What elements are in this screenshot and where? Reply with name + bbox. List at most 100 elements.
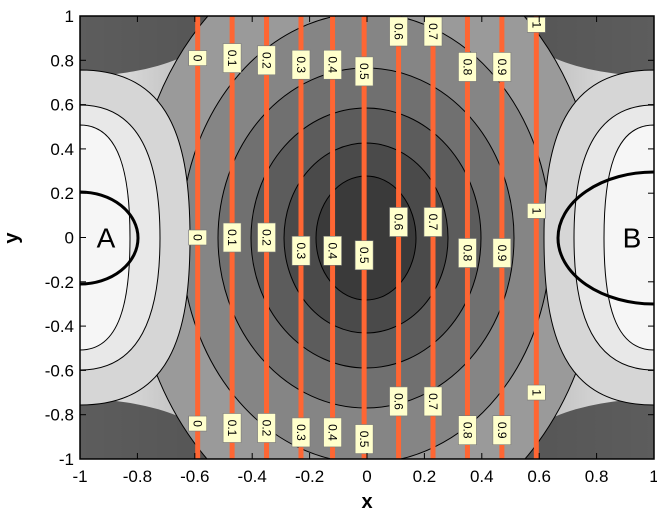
x-tick-label: 0 xyxy=(362,467,371,486)
isoline-label-box xyxy=(291,417,311,448)
region-a-boundary xyxy=(80,190,140,286)
isoline-label-text: 0.9 xyxy=(495,422,509,439)
isoline-label-box xyxy=(458,415,477,446)
right-light-region-3 xyxy=(603,124,654,351)
x-tick-label: -0.6 xyxy=(180,467,209,486)
isoline-label-text: 1 xyxy=(529,208,543,215)
isoline-label-text: 0.1 xyxy=(225,50,239,67)
isoline-label-text: 0.3 xyxy=(294,424,308,441)
isoline-label-box xyxy=(222,43,242,73)
isoline-label-0.7: 0.7 xyxy=(423,386,443,417)
isoline-label-text: 0.4 xyxy=(326,424,340,441)
y-axis-ticks: -1 -0.8 -0.6 -0.4 -0.2 0 0.2 0.4 0.6 0.8 1 xyxy=(45,7,654,469)
isoline-label-text: 0.2 xyxy=(260,420,274,437)
isoline-label-0.1: 0.1 xyxy=(222,413,242,443)
isoline-label-0.3: 0.3 xyxy=(291,49,311,80)
isoline-label-0.4: 0.4 xyxy=(323,235,342,266)
isoline-label-text: 0.7 xyxy=(426,214,440,231)
x-tick-label: -0.2 xyxy=(295,467,324,486)
x-tick-label: 0.8 xyxy=(585,467,609,486)
isoline-label-0.1: 0.1 xyxy=(222,222,242,253)
isoline-label-text: 0.1 xyxy=(225,420,239,437)
isoline-label-0.3: 0.3 xyxy=(291,235,311,266)
isoline-label-text: 0.6 xyxy=(392,214,406,231)
y-tick-label: -1 xyxy=(59,450,74,469)
region-a-label: A xyxy=(97,223,116,254)
isoline-label-box xyxy=(354,56,374,87)
isoline-label-text: 0.9 xyxy=(495,245,509,262)
isoline-label-box xyxy=(458,238,477,268)
y-tick-label: -0.4 xyxy=(45,317,74,336)
isoline-label-text: 0.9 xyxy=(495,59,509,76)
x-tick-label: 0.4 xyxy=(470,467,494,486)
isoline-label-box xyxy=(492,52,512,82)
isoline-label-text: 0.3 xyxy=(294,56,308,73)
isoline-label-box xyxy=(423,16,443,47)
isoline-label-0.9: 0.9 xyxy=(492,238,512,268)
x-axis-label: x xyxy=(361,491,372,513)
y-tick-label: -0.8 xyxy=(45,406,74,425)
isoline-label-text: 0.8 xyxy=(460,59,474,76)
x-axis-ticks: -1 -0.8 -0.6 -0.4 -0.2 0 0.2 0.4 0.6 0.8 1 xyxy=(72,16,657,486)
isoline-label-box xyxy=(188,415,207,432)
isoline-label-text: 1 xyxy=(529,22,543,29)
isoline-label-0.7: 0.7 xyxy=(423,207,443,237)
x-tick-label: 0.6 xyxy=(527,467,551,486)
isoline-label-text: 0.7 xyxy=(426,393,440,410)
isoline-label-box xyxy=(527,17,546,33)
x-tick-label: -1 xyxy=(72,467,87,486)
y-tick-label: 0.2 xyxy=(50,184,74,203)
isoline-label-text: 0.6 xyxy=(392,23,406,40)
isoline-label-0.8: 0.8 xyxy=(458,52,477,82)
isoline-label-box xyxy=(423,386,443,417)
isoline-label-box xyxy=(458,52,477,82)
isoline-label-box xyxy=(423,207,443,237)
isoline-label-box xyxy=(188,50,207,66)
isoline-label-0.4: 0.4 xyxy=(323,417,342,448)
isoline-label-box xyxy=(527,384,546,401)
isoline-label-0.6: 0.6 xyxy=(389,386,408,417)
isoline-label-text: 0.4 xyxy=(326,242,340,259)
x-tick-label: 1 xyxy=(649,467,657,486)
isoline-label-0.6: 0.6 xyxy=(389,207,408,237)
x-tick-label: 0.2 xyxy=(413,467,437,486)
isoline-label-0.6: 0.6 xyxy=(389,16,408,47)
isoline-label-text: 1 xyxy=(529,389,543,396)
isoline-label-0: 0 xyxy=(188,415,207,432)
y-tick-label: -0.2 xyxy=(45,273,74,292)
y-tick-label: 1 xyxy=(65,7,74,26)
isoline-label-text: 0.8 xyxy=(460,245,474,262)
isoline-label-text: 0.1 xyxy=(225,229,239,246)
isoline-labels: 0 0 0 0.1 0.1 0.1 0.2 0.2 0.2 0.3 0.3 0.3 0.4 0.4 0.4 0… xyxy=(188,16,546,454)
isoline-label-text: 0 xyxy=(191,234,205,241)
isoline-label-0.9: 0.9 xyxy=(492,52,512,82)
y-tick-label: 0.6 xyxy=(50,96,74,115)
isoline-label-box xyxy=(257,222,276,253)
corner-shade-bottom-right xyxy=(514,399,654,459)
corner-shade-top-left xyxy=(80,16,220,76)
y-tick-label: 0.4 xyxy=(50,140,74,159)
isoline-label-box xyxy=(291,49,311,80)
isoline-label-0: 0 xyxy=(188,229,207,246)
isoline-label-0.5: 0.5 xyxy=(354,56,374,87)
isoline-label-box xyxy=(188,229,207,246)
isoline-label-box xyxy=(323,49,342,80)
left-light-region-3 xyxy=(80,124,131,351)
isoline-label-0.5: 0.5 xyxy=(354,424,374,454)
isoline-label-0.9: 0.9 xyxy=(492,415,512,446)
x-tick-label: -0.4 xyxy=(238,467,267,486)
isoline-label-0.2: 0.2 xyxy=(257,222,276,253)
isoline-label-0.1: 0.1 xyxy=(222,43,242,73)
isoline-label-box xyxy=(492,415,512,446)
isoline-label-box xyxy=(257,45,276,76)
isoline-label-box xyxy=(291,235,311,266)
isoline-label-1: 1 xyxy=(527,17,546,33)
y-tick-label: 0 xyxy=(65,229,74,248)
isoline-label-box xyxy=(389,386,408,417)
isoline-label-box xyxy=(389,16,408,47)
isoline-label-1: 1 xyxy=(527,203,546,219)
region-b-label: B xyxy=(623,223,642,254)
y-tick-label: -0.6 xyxy=(45,361,74,380)
isoline-label-box xyxy=(527,203,546,219)
isoline-label-box xyxy=(323,235,342,266)
